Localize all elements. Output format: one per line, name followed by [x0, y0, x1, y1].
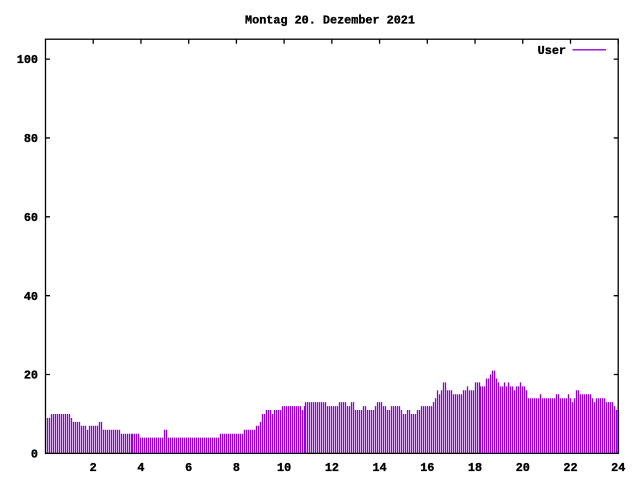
svg-text:0: 0	[31, 448, 38, 462]
svg-text:Montag 20. Dezember 2021: Montag 20. Dezember 2021	[245, 14, 415, 28]
svg-text:10: 10	[277, 461, 291, 475]
svg-text:24: 24	[611, 461, 625, 475]
svg-text:40: 40	[24, 290, 38, 304]
svg-text:22: 22	[563, 461, 577, 475]
svg-text:6: 6	[185, 461, 192, 475]
svg-text:80: 80	[24, 132, 38, 146]
svg-text:18: 18	[468, 461, 482, 475]
svg-text:User: User	[538, 44, 566, 58]
svg-text:8: 8	[233, 461, 240, 475]
svg-text:4: 4	[137, 461, 144, 475]
svg-text:2: 2	[90, 461, 97, 475]
svg-text:60: 60	[24, 211, 38, 225]
svg-text:14: 14	[373, 461, 387, 475]
svg-text:20: 20	[24, 369, 38, 383]
svg-text:12: 12	[325, 461, 339, 475]
svg-text:16: 16	[420, 461, 434, 475]
svg-text:20: 20	[516, 461, 530, 475]
svg-text:100: 100	[17, 53, 38, 67]
